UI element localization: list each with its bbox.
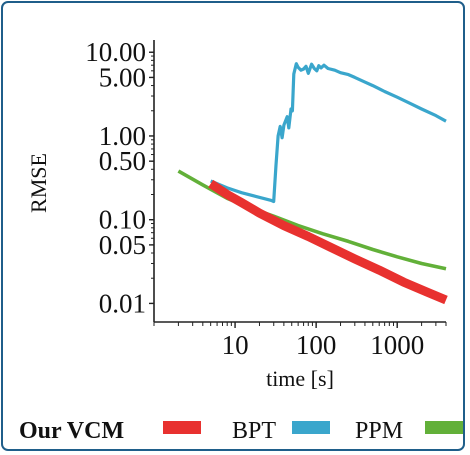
legend-swatch-our-vcm (163, 421, 201, 434)
x-axis-label: time [s] (266, 366, 334, 391)
y-tick-label: 0.10 (99, 205, 146, 235)
legend: Our VCM BPT PPM (19, 418, 463, 444)
legend-label-bpt: BPT (232, 418, 276, 444)
y-ticks: 10.005.00 1.000.50 0.100.05 0.01 (85, 37, 154, 318)
y-axis-label: RMSE (26, 153, 51, 213)
legend-swatch-ppm (425, 421, 463, 434)
chart-frame (1, 1, 465, 451)
series-line-our-vcm (208, 179, 448, 305)
legend-swatch-bpt (292, 421, 330, 434)
x-tick-label: 1000 (370, 330, 424, 360)
x-tick-label: 100 (296, 330, 337, 360)
y-tick-label: 5.00 (99, 62, 146, 92)
series-lines (177, 62, 448, 305)
y-tick-label: 0.50 (99, 146, 146, 176)
x-tick-label: 10 (222, 330, 249, 360)
legend-label-ppm: PPM (355, 418, 403, 444)
x-ticks: 10 100 1000 (153, 322, 447, 360)
y-tick-label: 10.00 (85, 37, 146, 67)
y-tick-label: 0.01 (99, 288, 146, 318)
y-tick-label: 0.05 (99, 230, 146, 260)
series-line-bpt (210, 62, 447, 204)
legend-label-our-vcm: Our VCM (19, 418, 124, 444)
y-tick-label: 1.00 (99, 121, 146, 151)
